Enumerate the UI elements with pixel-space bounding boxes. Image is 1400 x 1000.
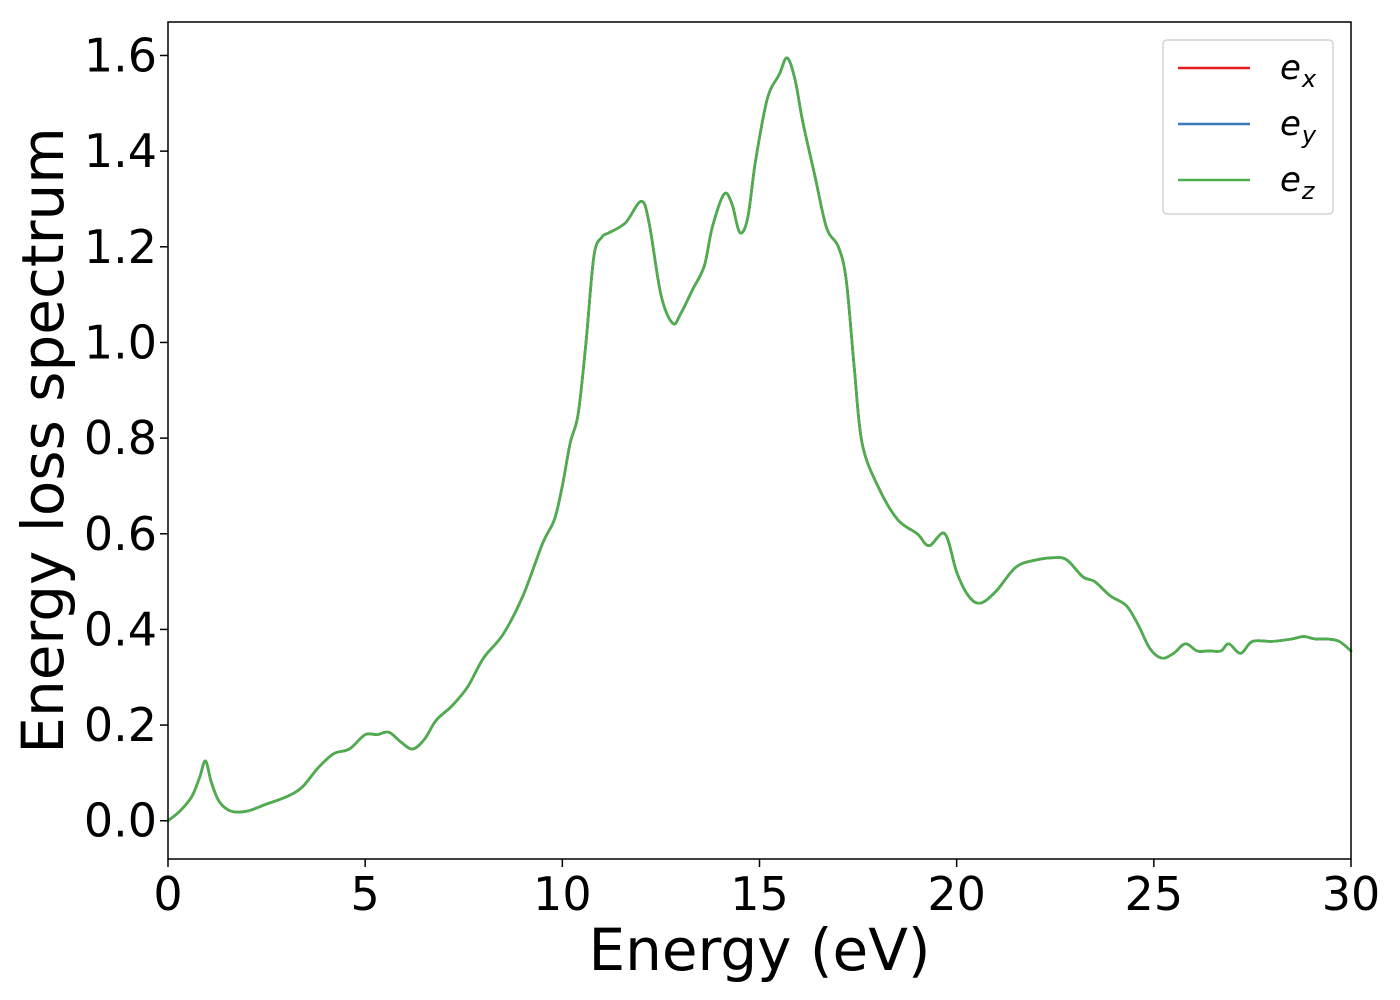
x-tick-label: 25 [1125,867,1184,921]
x-axis-title: Energy (eV) [588,916,930,984]
series-layer [166,56,1353,823]
legend-item-e-z: ez [1178,160,1316,205]
y-axis-ticks: 0.0 0.2 0.4 0.6 0.8 1.0 1.2 1.4 1.6 [84,28,168,848]
x-axis-ticks: 0 5 10 15 20 25 30 [153,859,1380,921]
y-tick-label: 1.2 [84,220,157,274]
plot-area [168,22,1351,859]
legend-frame [1162,39,1334,215]
legend-label: ex [1280,48,1317,93]
y-tick-label: 0.4 [84,602,157,656]
legend: ex ey ez [1162,39,1334,215]
x-tick-label: 0 [153,867,182,921]
legend-item-e-x: ex [1178,48,1317,93]
legend-label: ez [1280,160,1316,205]
y-tick-label: 1.4 [84,124,157,178]
x-tick-label: 30 [1322,867,1381,921]
x-tick-label: 10 [533,867,592,921]
y-tick-label: 0.2 [84,698,157,752]
x-tick-label: 20 [927,867,986,921]
y-axis-title: Energy loss spectrum [9,127,77,753]
x-tick-label: 5 [351,867,380,921]
x-tick-label: 15 [730,867,789,921]
y-tick-label: 0.6 [84,507,157,561]
series-line-e-z [166,56,1353,823]
y-tick-label: 1.0 [84,315,157,369]
legend-item-e-y: ey [1178,104,1317,149]
y-tick-label: 1.6 [84,28,157,82]
y-tick-label: 0.8 [84,411,157,465]
y-tick-label: 0.0 [84,794,157,848]
legend-label: ey [1280,104,1317,149]
